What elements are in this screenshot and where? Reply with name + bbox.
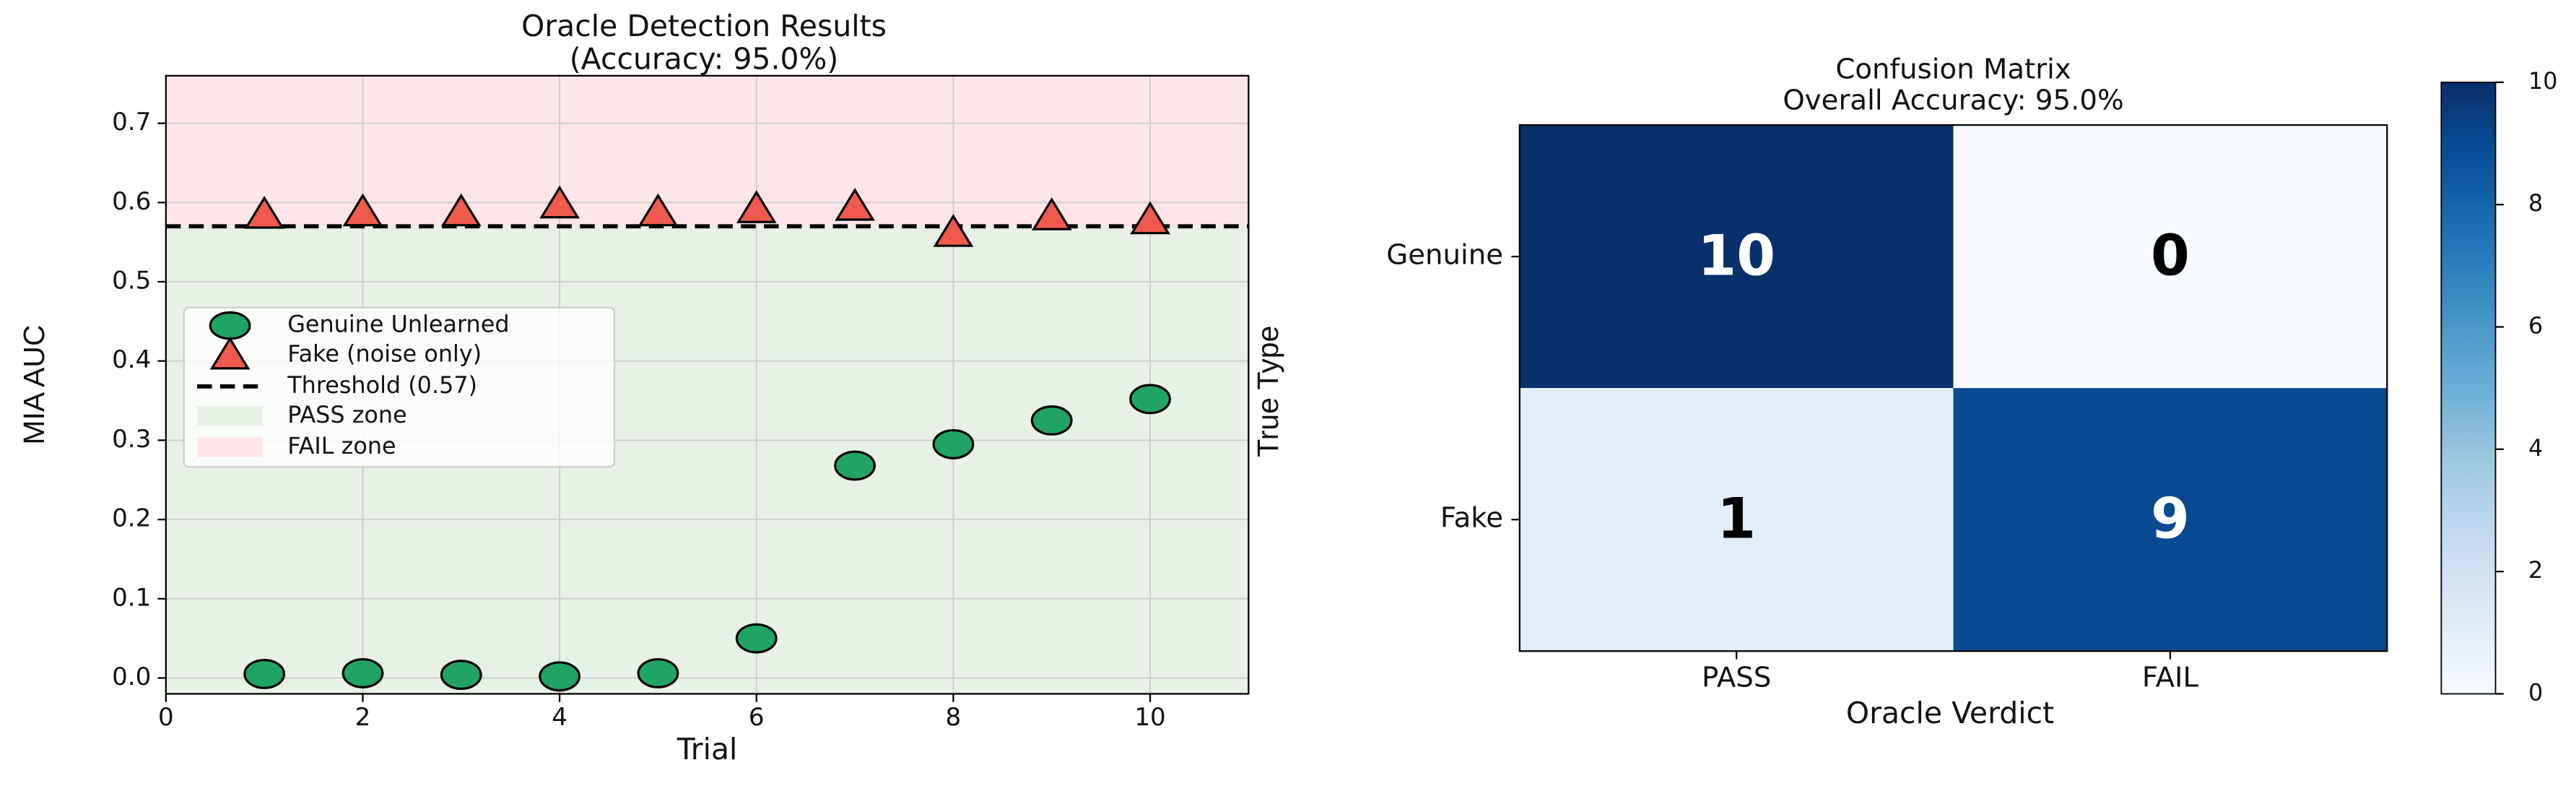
colorbar xyxy=(2440,82,2497,695)
x-axis-label: Oracle Verdict xyxy=(1846,696,2054,730)
cell-label: 9 xyxy=(2151,487,2190,552)
chart-title: Oracle Detection Results xyxy=(521,9,887,43)
legend-swatch xyxy=(197,406,264,426)
chart-subtitle: (Accuracy: 95.0%) xyxy=(570,41,839,76)
marker xyxy=(440,660,482,691)
cell xyxy=(1519,388,1954,652)
marker xyxy=(638,193,679,227)
chart-title: Confusion Matrix xyxy=(1835,53,2071,86)
y-tick-label: 0.3 xyxy=(112,425,151,454)
plot-frame xyxy=(165,74,1250,695)
y-tick-label: 0.2 xyxy=(112,504,151,533)
legend-label: FAIL zone xyxy=(287,432,396,459)
legend-label: Fake (noise only) xyxy=(287,340,482,368)
marker xyxy=(539,185,580,219)
y-tick-label: 0.5 xyxy=(112,267,151,295)
legend-swatch xyxy=(209,311,251,340)
y-tick-label: 0.6 xyxy=(112,187,151,216)
legend-swatch xyxy=(197,437,264,457)
marker xyxy=(736,190,777,223)
legend-label: Genuine Unlearned xyxy=(287,311,509,338)
colorbar-tick-label: 8 xyxy=(2528,189,2543,217)
fail-zone xyxy=(165,75,1249,227)
marker xyxy=(440,193,482,227)
legend-label: PASS zone xyxy=(287,401,406,428)
marker xyxy=(1130,201,1170,235)
marker xyxy=(834,450,876,481)
cell-label: 1 xyxy=(1717,487,1756,552)
heatmap-frame xyxy=(1518,124,2388,652)
marker xyxy=(539,661,581,692)
marker xyxy=(735,623,778,654)
marker xyxy=(244,195,285,229)
colorbar-tick-label: 10 xyxy=(2528,67,2558,95)
y-tick-label: 0.1 xyxy=(112,583,151,612)
marker xyxy=(1030,405,1073,436)
colorbar-tick-label: 2 xyxy=(2528,556,2543,584)
marker xyxy=(1129,384,1171,415)
legend-frame xyxy=(183,306,616,468)
x-tick-label: 8 xyxy=(946,703,962,732)
x-tick-label: 2 xyxy=(355,703,371,732)
y-tick-label: 0.4 xyxy=(112,345,151,374)
x-tick-label: PASS xyxy=(1702,661,1771,694)
y-axis-label: MIA AUC xyxy=(17,325,51,445)
y-tick-label: 0.0 xyxy=(112,662,151,691)
x-tick-label: 4 xyxy=(552,703,567,732)
cell xyxy=(1953,125,2388,389)
legend-label: Threshold (0.57) xyxy=(287,371,477,399)
cell xyxy=(1519,125,1954,389)
heatmap-panel: 10 0 1 9 PASS FAIL Genuine Fake Confusion Matrix… xyxy=(1251,53,2558,731)
scatter-panel: 0 2 4 6 8 10 0.0 0.1 0.2 0.3 0.4 0.5 0.6 0.7 Oracle De… xyxy=(17,9,1250,766)
chart-subtitle: Overall Accuracy: 95.0% xyxy=(1783,85,2123,117)
legend-swatch xyxy=(209,336,251,370)
cell-label: 10 xyxy=(1697,224,1775,289)
colorbar-tick-label: 6 xyxy=(2528,312,2543,340)
x-tick-label: 6 xyxy=(749,703,765,732)
y-tick-label: Genuine xyxy=(1386,239,1503,272)
x-tick-label: FAIL xyxy=(2142,661,2199,694)
marker xyxy=(341,657,384,688)
colorbar-tick-label: 0 xyxy=(2528,678,2543,706)
y-axis-label: True Type xyxy=(1251,326,1284,457)
marker xyxy=(243,659,286,689)
colorbar-tick-label: 4 xyxy=(2528,434,2543,462)
marker xyxy=(933,214,974,247)
x-tick-label: 10 xyxy=(1134,703,1165,732)
y-tick-label: 0.7 xyxy=(112,108,151,137)
marker xyxy=(932,428,975,459)
x-axis-label: Trial xyxy=(676,732,738,766)
y-tick-label: Fake xyxy=(1440,502,1503,535)
cell-label: 0 xyxy=(2151,224,2190,289)
marker xyxy=(342,193,383,227)
cell xyxy=(1953,388,2388,652)
marker xyxy=(637,657,679,688)
marker xyxy=(835,188,875,221)
marker xyxy=(1031,197,1072,230)
x-tick-label: 0 xyxy=(158,703,174,732)
